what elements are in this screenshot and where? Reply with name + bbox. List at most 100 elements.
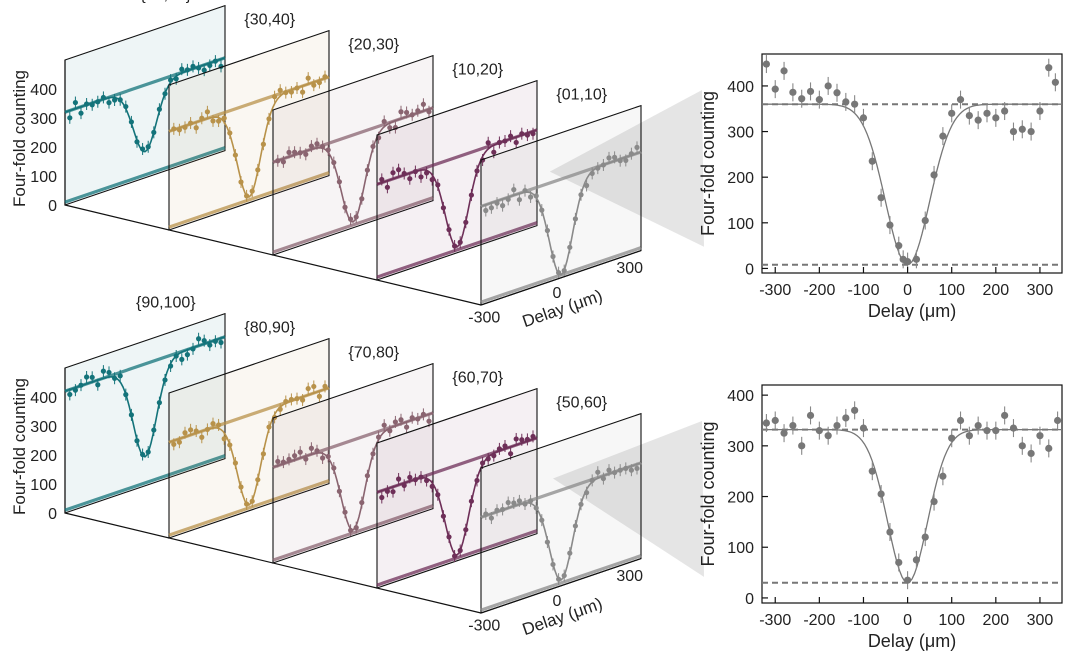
stack-data-point <box>584 490 590 496</box>
stack-fit-curve <box>64 336 226 458</box>
stack-data-point <box>67 391 73 398</box>
stack-x-tick-label: 300 <box>616 568 643 585</box>
stack-data-point <box>201 338 207 344</box>
stack-data-point <box>628 467 635 473</box>
stack-data-point <box>212 58 218 64</box>
stack-data-point <box>446 227 452 233</box>
data-point <box>877 490 885 498</box>
stack-data-point <box>474 477 480 484</box>
stack-data-point <box>199 115 205 121</box>
stack-data-point <box>544 227 551 234</box>
stack-x-tick-label: 0 <box>553 593 562 610</box>
stack-data-point <box>572 216 579 222</box>
stack-data-point <box>294 85 300 91</box>
stack-data-point <box>544 539 551 545</box>
data-point <box>903 257 912 266</box>
stack-data-point <box>342 509 348 515</box>
x-tick-label: -200 <box>803 612 835 629</box>
stack-data-point <box>196 65 202 71</box>
stack-data-point <box>567 550 573 556</box>
stack-y-tick-label: 100 <box>30 169 57 186</box>
data-point <box>1018 125 1026 133</box>
stack-floor-line <box>168 171 330 229</box>
stack-data-point <box>342 204 348 210</box>
stack-data-point <box>457 547 463 554</box>
stack-data-point <box>561 267 567 274</box>
stack-data-point <box>207 342 213 348</box>
stack-data-point <box>606 467 612 473</box>
stack-data-point <box>485 140 491 146</box>
stack-panel-label: {80,90} <box>244 320 295 337</box>
stack-data-point <box>277 87 283 93</box>
stack-data-point <box>396 476 402 482</box>
stack-data-point <box>589 170 595 176</box>
stack-data-point <box>491 149 497 155</box>
data-point <box>780 429 788 437</box>
stack-y-tick-label: 0 <box>48 506 57 523</box>
data-point <box>851 406 859 414</box>
stack-data-point <box>297 449 303 455</box>
stack-data-point <box>238 179 244 185</box>
stack-data-point <box>511 187 517 193</box>
data-point <box>798 95 806 103</box>
stack-data-point <box>162 377 168 383</box>
stack-data-point <box>67 115 73 121</box>
stack-data-point <box>595 469 601 475</box>
data-point <box>1001 411 1009 420</box>
stack-data-point <box>556 576 562 582</box>
stack-data-point <box>300 397 306 403</box>
y-tick-label: 300 <box>727 125 754 142</box>
stack-data-point <box>539 207 545 213</box>
stack-data-point <box>508 133 514 139</box>
stack-depth-line <box>64 512 482 614</box>
stack-data-point <box>221 436 227 442</box>
stack-data-point <box>494 200 500 206</box>
x-tick-label: -300 <box>759 612 791 629</box>
stack-data-point <box>218 339 224 346</box>
stack-data-point <box>401 482 407 488</box>
stack-data-point <box>348 527 354 533</box>
stack-data-point <box>513 139 519 146</box>
stack-data-point <box>398 109 404 115</box>
stack-panel-3: {10,20} <box>376 62 538 281</box>
stack-data-point <box>199 434 205 440</box>
data-point <box>992 427 1000 435</box>
data-point <box>974 116 982 124</box>
stack-x-tick-label: -300 <box>468 310 500 327</box>
stack-data-point <box>528 498 534 504</box>
data-point <box>842 414 850 422</box>
stack-data-point <box>359 499 365 506</box>
x-tick-label: -100 <box>847 612 879 629</box>
data-point <box>939 132 947 140</box>
stack-data-point <box>145 144 151 150</box>
stack-floor-line <box>64 146 226 204</box>
stack-data-point <box>95 99 101 105</box>
stack-data-point <box>398 417 404 423</box>
data-point <box>1001 107 1009 115</box>
data-point <box>965 432 973 440</box>
stack-data-point <box>216 422 222 428</box>
stack-data-point <box>384 184 390 190</box>
data-point <box>895 558 903 567</box>
stack-data-point <box>353 214 359 220</box>
stack-data-point <box>348 216 354 222</box>
stack-data-point <box>533 193 539 199</box>
stack-data-point <box>488 205 494 211</box>
stack-data-point <box>168 77 174 83</box>
stack-data-point <box>151 427 157 433</box>
stack-panel-frame <box>64 4 226 206</box>
stack-data-point <box>314 448 320 454</box>
stack-data-point <box>156 106 162 112</box>
stack-panel-label: {10,20} <box>452 62 503 79</box>
stack-data-point <box>336 179 342 185</box>
data-point <box>1045 444 1053 452</box>
stack-data-point <box>496 446 502 452</box>
zoom-wedge-bottom <box>553 421 704 577</box>
stack-data-point <box>227 442 233 448</box>
x-axis-title: Delay (μm) <box>868 301 956 321</box>
stack-data-point <box>440 513 446 519</box>
stack-data-point <box>429 483 435 489</box>
data-point <box>868 467 876 475</box>
stack-data-point <box>322 383 328 389</box>
